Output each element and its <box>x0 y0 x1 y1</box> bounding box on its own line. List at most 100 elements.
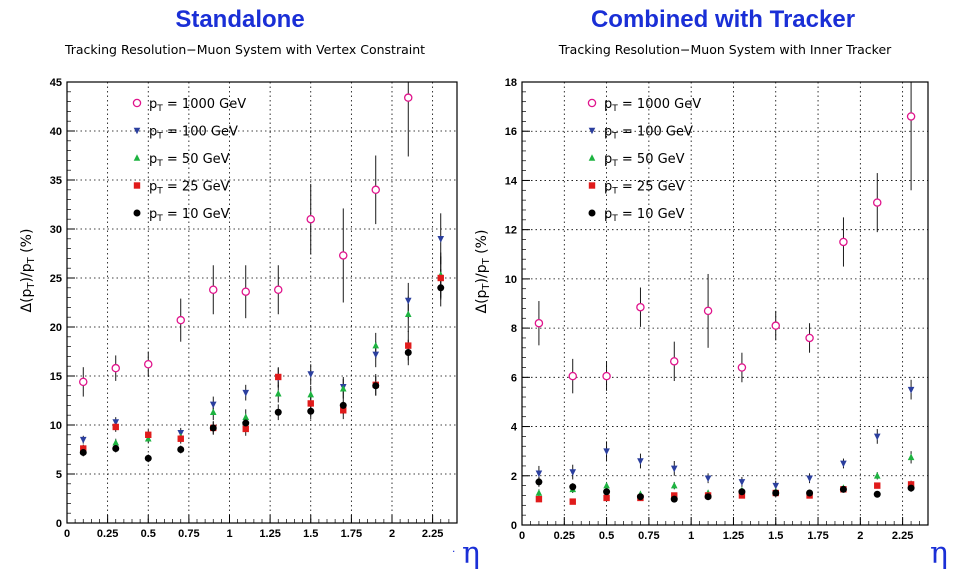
right-legend-label: pT = 25 GeV <box>604 180 685 197</box>
right-legend-label: pT = 1000 GeV <box>604 97 701 114</box>
left-legend-marker <box>133 154 141 161</box>
left-y-axis-label: Δ(pT)/pT (%) <box>19 229 37 313</box>
left-data-point <box>79 448 87 456</box>
left-data-point <box>371 185 380 195</box>
left-x-tick-label: 1.75 <box>341 528 362 540</box>
left-data-point <box>112 445 120 453</box>
left-legend-label: pT = 10 GeV <box>149 207 230 224</box>
right-data-point <box>704 493 712 501</box>
right-x-tick-label: 1.25 <box>723 530 744 542</box>
left-data-point <box>208 285 218 295</box>
left-data-point <box>273 285 283 295</box>
left-chart-title: Tracking Resolution−Muon System with Ver… <box>64 42 426 57</box>
left-data-point <box>404 348 412 356</box>
right-data-point <box>670 495 678 503</box>
right-legend-marker <box>587 98 597 108</box>
left-legend-label: pT = 100 GeV <box>149 125 238 142</box>
stray-dot: . <box>452 541 456 555</box>
left-legend-marker <box>133 209 141 217</box>
right-data-point <box>637 458 644 465</box>
right-data-point <box>569 498 576 505</box>
left-x-tick-label: 1.5 <box>303 528 318 540</box>
right-data-point <box>805 333 814 343</box>
left-legend-marker <box>133 127 141 135</box>
left-data-point <box>144 434 152 442</box>
right-data-point <box>603 488 611 496</box>
left-data-point <box>307 390 315 398</box>
right-data-point <box>602 371 611 381</box>
right-data-point <box>603 448 610 455</box>
left-data-point <box>339 401 347 409</box>
right-y-tick-label: 16 <box>505 126 517 138</box>
right-data-point <box>670 357 679 366</box>
left-x-tick-label: 2.25 <box>422 528 443 540</box>
left-data-point <box>242 425 249 433</box>
right-legend-marker <box>588 154 596 161</box>
right-data-point <box>738 492 746 499</box>
left-plot-frame <box>66 81 458 524</box>
right-data-point <box>535 495 543 503</box>
right-data-point <box>907 481 915 488</box>
right-y-tick-label: 10 <box>505 274 517 286</box>
left-data-point <box>209 424 217 432</box>
left-data-point <box>176 315 185 325</box>
left-data-point <box>112 419 120 426</box>
right-data-point <box>738 479 746 486</box>
left-data-point <box>437 236 445 243</box>
left-data-point <box>144 454 152 462</box>
left-data-point <box>242 413 250 420</box>
right-data-point <box>874 482 881 489</box>
left-data-point <box>338 251 348 260</box>
left-chart: 0 0.25 0.5 0.75 1 1.25 1.5 1.75 2 2.25 0 5 10 15 20 25 3… <box>19 77 458 540</box>
right-data-point <box>839 485 847 493</box>
right-data-point <box>670 465 678 473</box>
left-legend-marker <box>133 182 141 189</box>
right-data-point <box>772 489 780 497</box>
left-legend-label: pT = 1000 GeV <box>149 97 246 114</box>
right-x-tick-label: 1.5 <box>768 530 783 542</box>
right-data-point <box>907 386 915 394</box>
right-y-tick-label: 2 <box>511 471 517 483</box>
right-x-tick-label: 0 <box>519 530 525 542</box>
right-data-point <box>873 198 882 207</box>
left-y-tick-label: 25 <box>50 273 62 285</box>
left-data-point <box>372 351 380 359</box>
right-legend-label: pT = 10 GeV <box>604 207 685 224</box>
left-y-tick-label: 5 <box>56 469 62 481</box>
right-x-tick-label: 1.75 <box>807 530 828 542</box>
right-x-axis-label: η <box>930 536 948 571</box>
right-legend-label: pT = 100 GeV <box>604 125 693 142</box>
left-x-tick-label: 0.75 <box>178 528 199 540</box>
left-data-point <box>403 93 413 102</box>
right-data-point <box>906 112 916 121</box>
left-legend-marker <box>132 98 142 108</box>
right-data-point <box>806 475 813 483</box>
left-data-point <box>437 274 444 282</box>
right-legend-marker <box>588 209 596 217</box>
left-data-point <box>242 419 250 427</box>
left-x-tick-label: 0.25 <box>97 528 118 540</box>
left-x-tick-label: 0 <box>64 528 70 540</box>
left-y-tick-label: 45 <box>50 77 62 89</box>
right-data-point <box>603 481 610 489</box>
right-data-point <box>636 493 644 501</box>
left-data-point <box>339 384 347 392</box>
right-data-point <box>671 492 678 499</box>
right-data-point <box>806 489 814 497</box>
right-data-point <box>737 363 747 372</box>
left-data-point <box>209 408 217 416</box>
left-data-point <box>372 382 380 390</box>
left-data-point <box>307 371 315 378</box>
left-data-point <box>112 438 120 446</box>
right-data-point <box>535 470 543 478</box>
left-data-point <box>242 389 250 397</box>
left-data-point <box>306 214 315 224</box>
left-data-point <box>307 407 315 415</box>
right-data-point <box>535 478 543 486</box>
right-y-tick-label: 14 <box>505 175 518 187</box>
right-data-point <box>772 482 780 490</box>
right-data-point <box>703 306 713 316</box>
left-x-tick-label: 2 <box>389 528 395 540</box>
right-x-tick-label: 2 <box>857 530 863 542</box>
right-chart: 0 0.25 0.5 0.75 1 1.25 1.5 1.75 2 2.25 0 2 4 6 8 10 12 14… <box>474 77 929 542</box>
